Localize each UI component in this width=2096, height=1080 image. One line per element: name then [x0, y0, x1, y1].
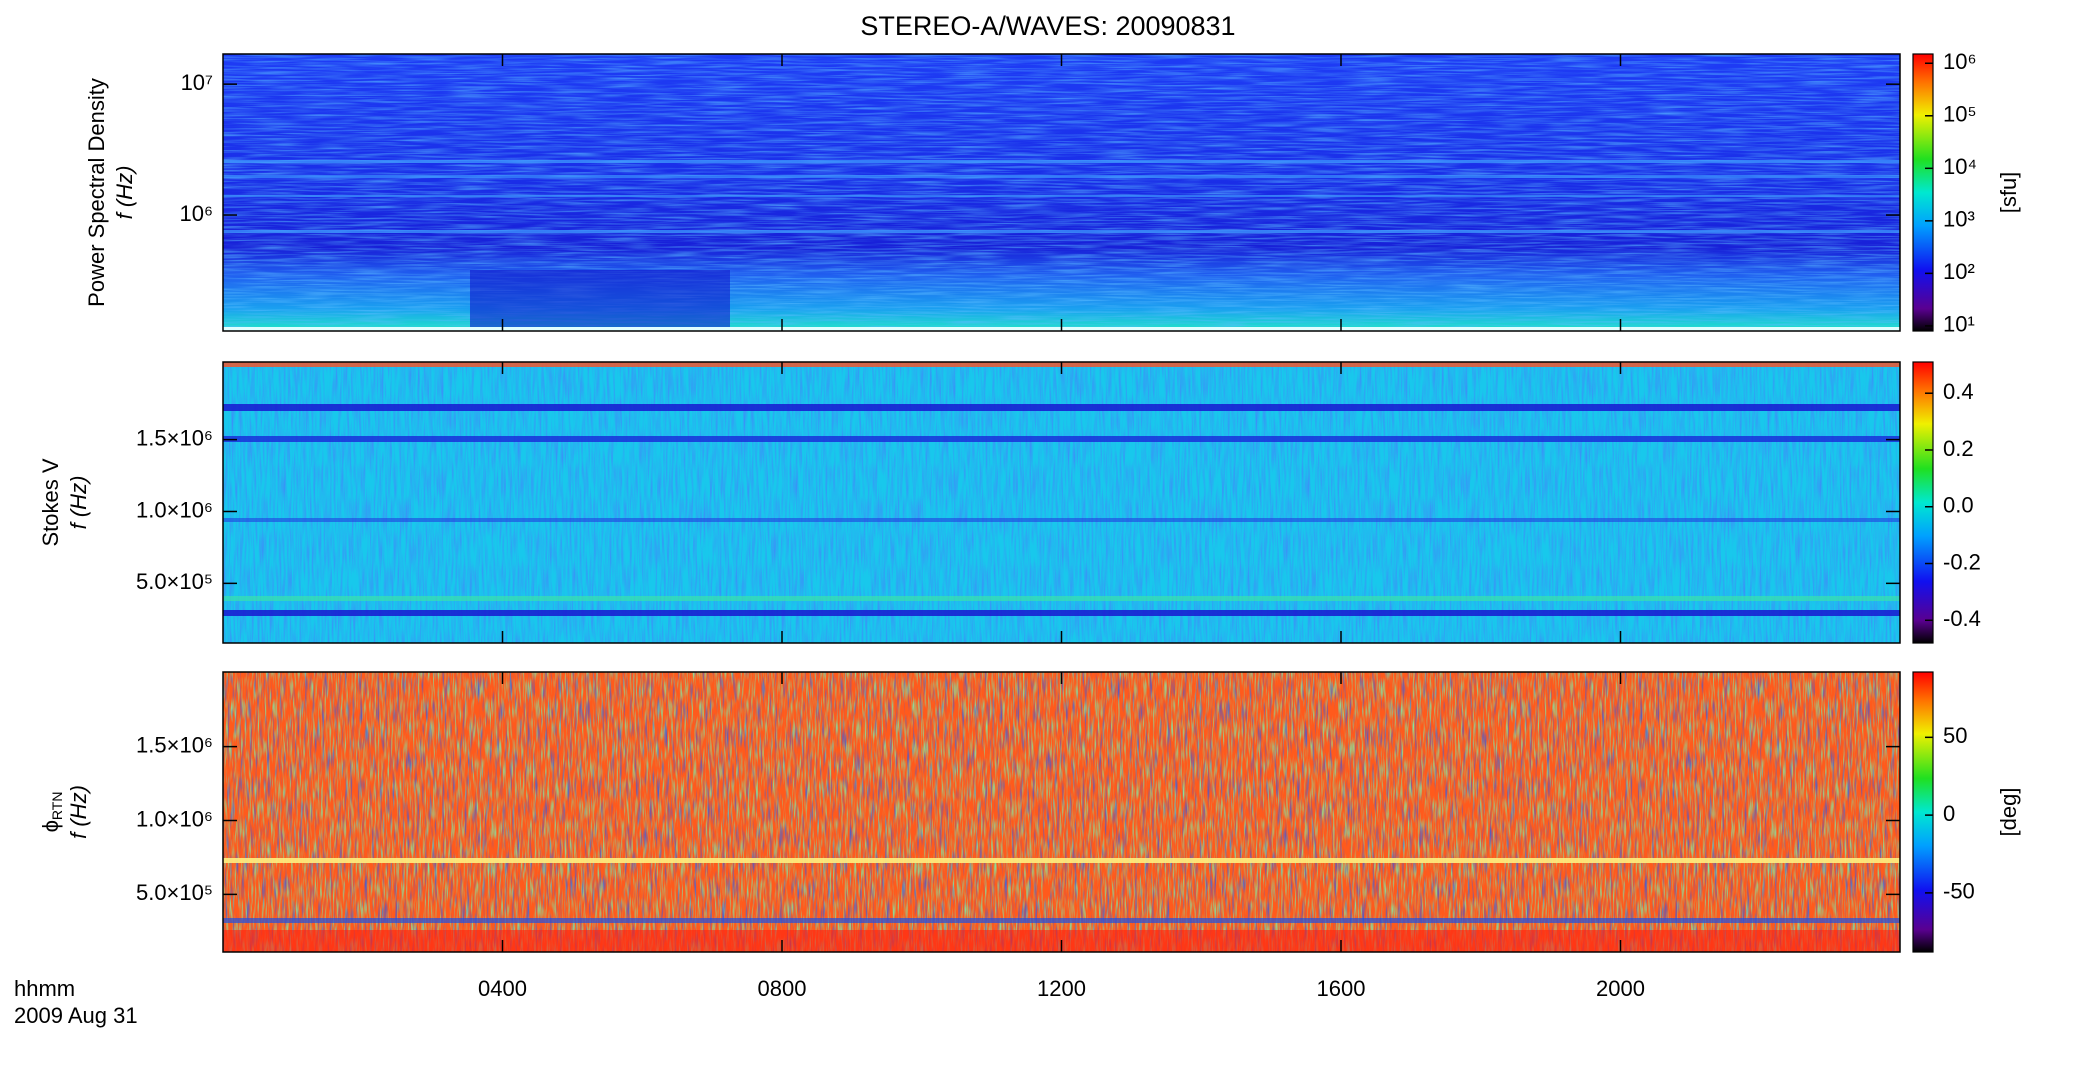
y-label-subscript: RTN — [49, 792, 65, 821]
y-tick-label: 10⁶ — [179, 201, 213, 226]
colorbar — [1912, 671, 1934, 953]
y-tick-label: 1.0×10⁶ — [136, 806, 213, 831]
colorbar-tick-label: -0.2 — [1943, 549, 1981, 574]
y-tick-label: 1.5×10⁶ — [136, 425, 213, 450]
y-axis-label: Stokes V — [38, 458, 63, 546]
colorbar-label: [sfu] — [1996, 172, 2021, 214]
colorbar-tick-label: -0.4 — [1943, 606, 1981, 631]
y-label-symbol: ϕ — [38, 820, 63, 832]
x-tick-label: 0800 — [758, 976, 807, 1001]
colorbar — [1912, 53, 1934, 332]
y-axis-unit: f (Hz) — [66, 476, 91, 530]
y-axis-label: ϕRTN — [38, 792, 65, 833]
y-tick-label: 1.0×10⁶ — [136, 497, 213, 522]
colorbar-tick-label: 10¹ — [1943, 312, 1975, 337]
colorbar-tick-label: 0.4 — [1943, 379, 1974, 404]
colorbar-tick-label: 10⁴ — [1943, 154, 1977, 179]
x-tick-label: 2000 — [1596, 976, 1645, 1001]
y-axis-label: Power Spectral Density — [84, 78, 109, 307]
colorbar-tick-label: 50 — [1943, 723, 1967, 748]
y-tick-label: 1.5×10⁶ — [136, 732, 213, 757]
colorbar-label: [deg] — [1996, 788, 2021, 837]
colorbar-tick-label: -50 — [1943, 879, 1975, 904]
colorbar-tick-label: 10⁵ — [1943, 102, 1977, 127]
colorbar-tick-label: 10⁶ — [1943, 49, 1977, 74]
y-tick-label: 10⁷ — [181, 70, 213, 95]
colorbar-tick-label: 0.2 — [1943, 436, 1974, 461]
colorbar-tick-label: 0 — [1943, 801, 1955, 826]
x-tick-label: 1600 — [1317, 976, 1366, 1001]
x-tick-label: 1200 — [1037, 976, 1086, 1001]
colorbar — [1912, 361, 1934, 644]
spectrogram-image — [223, 54, 1900, 952]
y-tick-label: 5.0×10⁵ — [136, 880, 213, 905]
date-label: 2009 Aug 31 — [14, 1003, 138, 1028]
x-unit-label: hhmm — [14, 976, 75, 1001]
colorbar-tick-label: 10² — [1943, 259, 1975, 284]
y-tick-label: 5.0×10⁵ — [136, 569, 213, 594]
x-tick-label: 0400 — [478, 976, 527, 1001]
colorbar-tick-label: 0.0 — [1943, 493, 1974, 518]
chart-title: STEREO-A/WAVES: 20090831 — [860, 11, 1235, 41]
y-axis-unit: f (Hz) — [112, 166, 137, 220]
colorbar-tick-label: 10³ — [1943, 207, 1975, 232]
y-axis-unit: f (Hz) — [66, 785, 91, 839]
